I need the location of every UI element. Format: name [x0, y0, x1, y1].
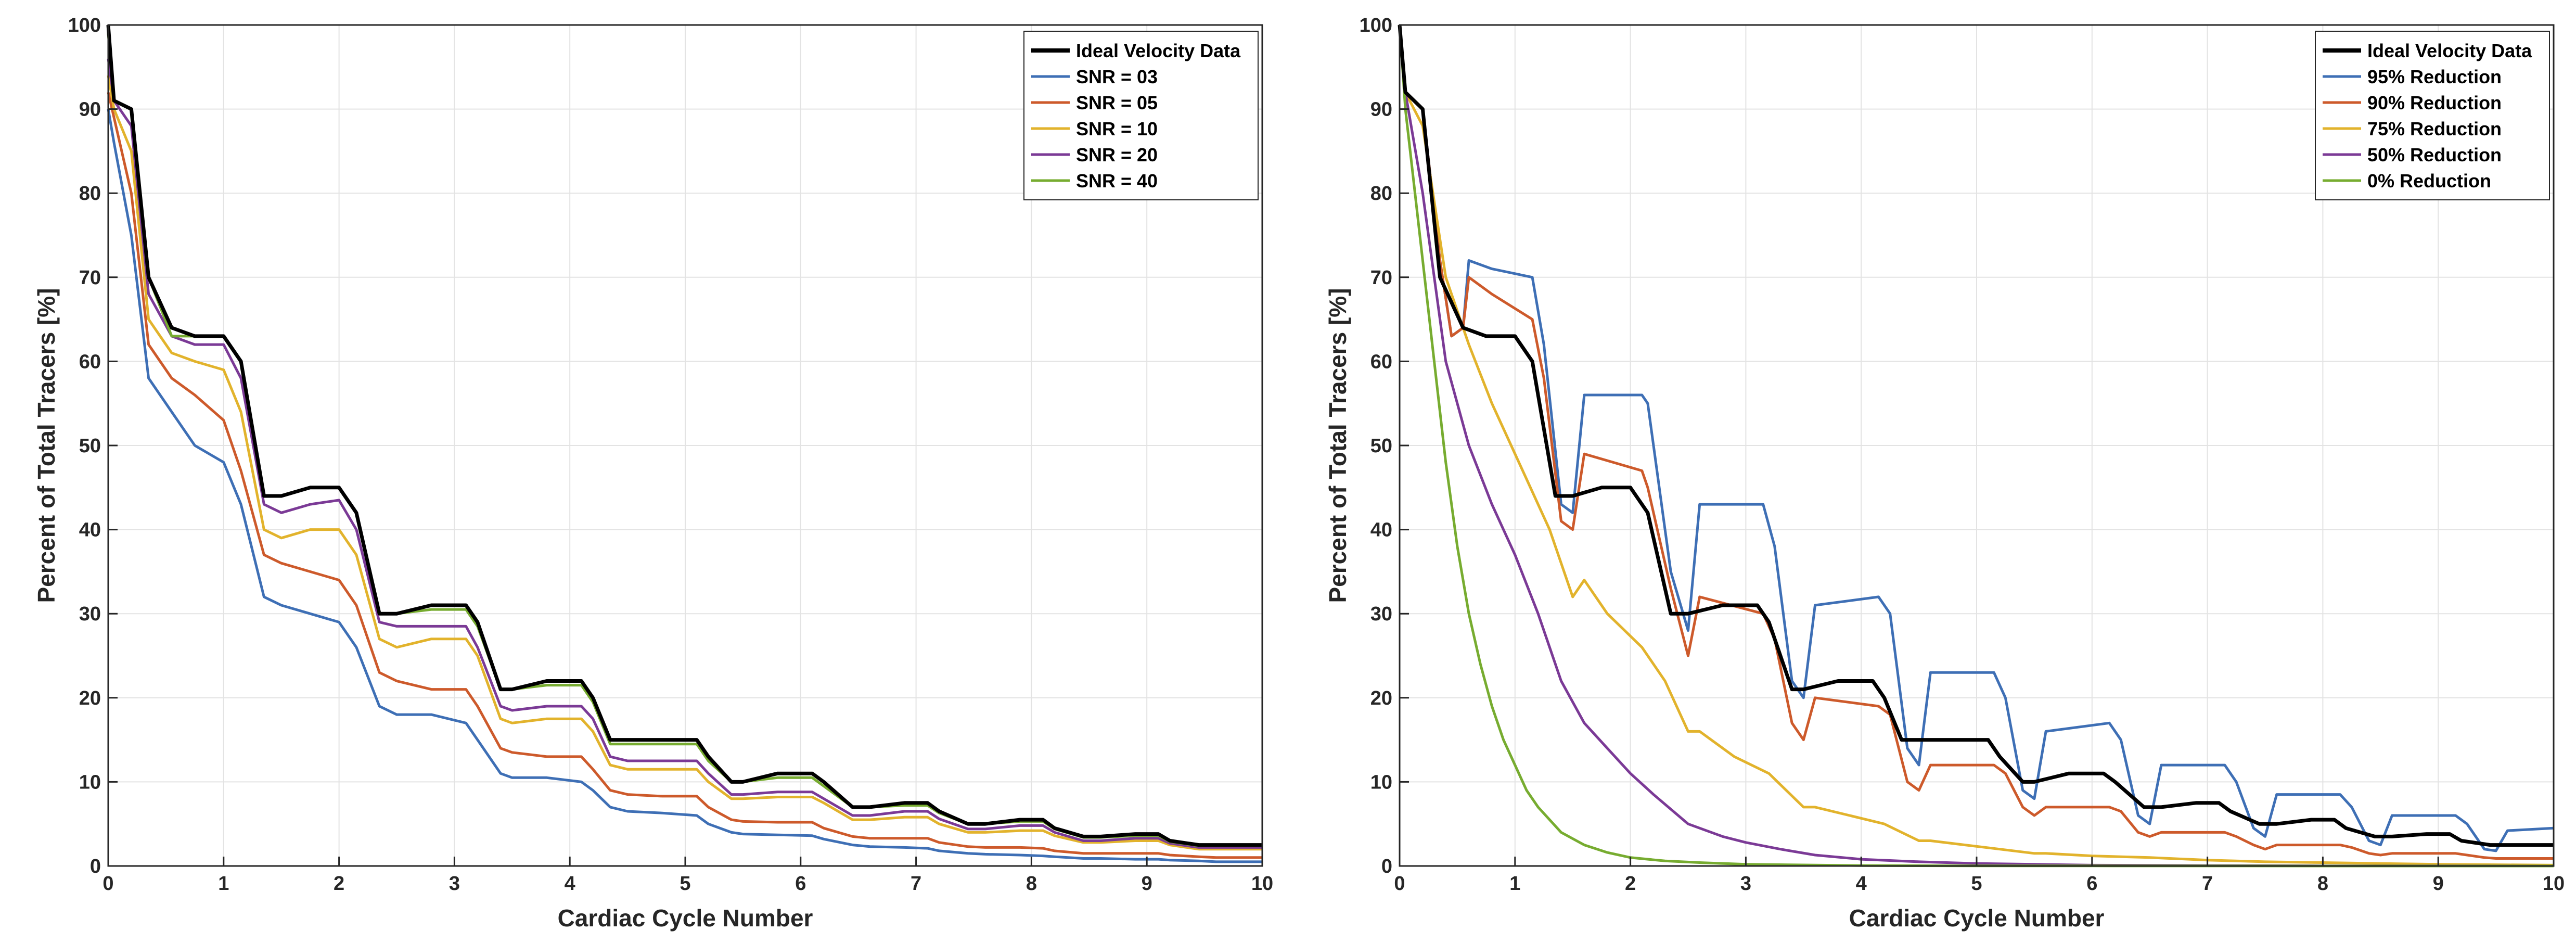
- left-legend: Ideal Velocity Data SNR = 03 SNR = 05 SNR =…: [1023, 31, 1259, 200]
- left-series: [106, 24, 1262, 863]
- left-series-snr-03: [107, 109, 1262, 863]
- left-xtick-label: 5: [680, 873, 690, 895]
- left-ytick-label: 100: [68, 15, 101, 36]
- right-xtick-label: 10: [2543, 873, 2565, 895]
- left-legend-label: SNR = 40: [1076, 170, 1158, 192]
- left-xtick-label: 4: [565, 873, 575, 895]
- left-legend-label: SNR = 20: [1076, 144, 1158, 165]
- right-series-75-reduction: [1398, 24, 2554, 866]
- right-series-90-reduction: [1398, 24, 2554, 860]
- right-x-axis-label: Cardiac Cycle Number: [1849, 904, 2105, 932]
- right-ytick-label: 80: [1370, 183, 1392, 205]
- right-xtick-label: 7: [2202, 873, 2213, 895]
- left-xtick-label: 6: [795, 873, 806, 895]
- right-legend-label: 95% Reduction: [2367, 66, 2502, 87]
- right-legend-label: Ideal Velocity Data: [2367, 40, 2532, 61]
- right-legend-box: [2315, 31, 2550, 200]
- left-x-axis-label: Cardiac Cycle Number: [558, 904, 813, 932]
- left-xtick-label: 1: [218, 873, 229, 895]
- left-series-ideal-velocity-data: [106, 24, 1262, 847]
- right-ytick-label: 30: [1370, 603, 1392, 625]
- left-xtick-label: 9: [1142, 873, 1152, 895]
- left-series-snr-10: [107, 75, 1262, 851]
- right-xtick-label: 6: [2086, 873, 2097, 895]
- right-series-ideal-velocity-data: [1398, 24, 2554, 847]
- right-xtick-label: 8: [2317, 873, 2328, 895]
- right-ytick-label: 0: [1381, 856, 1392, 877]
- left-xtick-label: 10: [1251, 873, 1273, 895]
- right-legend: Ideal Velocity Data 95% Reduction 90% Redu…: [2315, 31, 2550, 200]
- right-legend-label: 0% Reduction: [2367, 170, 2491, 192]
- right-xtick-label: 1: [1509, 873, 1520, 895]
- right-ytick-label: 100: [1360, 15, 1392, 36]
- left-ytick-label: 60: [79, 351, 101, 373]
- right-xtick-label: 5: [1971, 873, 1982, 895]
- left-ytick-label: 40: [79, 519, 101, 541]
- left-ytick-label: 20: [79, 687, 101, 709]
- right-legend-label: 75% Reduction: [2367, 118, 2502, 139]
- right-xtick-label: 2: [1625, 873, 1636, 895]
- right-ytick-label: 90: [1370, 99, 1392, 121]
- right-xtick-label: 0: [1394, 873, 1405, 895]
- left-xtick-label: 2: [334, 873, 344, 895]
- left-legend-box: [1023, 31, 1259, 200]
- left-ytick-label: 80: [79, 183, 101, 205]
- left-grid: [108, 25, 1262, 866]
- right-ytick-label: 10: [1370, 771, 1392, 793]
- right-grid: [1400, 25, 2554, 866]
- right-legend-label: 50% Reduction: [2367, 144, 2502, 165]
- left-series-snr-20: [107, 58, 1262, 849]
- right-y-axis-label: Percent of Total Tracers [%]: [1324, 288, 1351, 603]
- left-legend-label: SNR = 05: [1076, 92, 1158, 113]
- right-ytick-label: 20: [1370, 687, 1392, 709]
- left-xtick-label: 0: [102, 873, 113, 895]
- right-series: [1398, 24, 2554, 868]
- right-series-95-reduction: [1398, 24, 2554, 852]
- right-xtick-label: 9: [2433, 873, 2444, 895]
- right-ytick-label: 60: [1370, 351, 1392, 373]
- left-series-snr-05: [107, 92, 1262, 859]
- left-legend-label: SNR = 10: [1076, 118, 1158, 139]
- left-ytick-label: 50: [79, 435, 101, 457]
- left-ytick-label: 70: [79, 267, 101, 289]
- right-ytick-label: 70: [1370, 267, 1392, 289]
- left-legend-label: SNR = 03: [1076, 66, 1158, 87]
- left-xtick-label: 3: [449, 873, 460, 895]
- right-ytick-label: 40: [1370, 519, 1392, 541]
- left-ytick-label: 30: [79, 603, 101, 625]
- left-legend-label: Ideal Velocity Data: [1076, 40, 1241, 61]
- right-ytick-label: 50: [1370, 435, 1392, 457]
- left-xtick-label: 7: [911, 873, 921, 895]
- right-xtick-label: 4: [1856, 873, 1867, 895]
- left-ytick-label: 10: [79, 771, 101, 793]
- right-xtick-label: 3: [1740, 873, 1751, 895]
- left-ytick-label: 0: [90, 856, 101, 877]
- left-xtick-label: 8: [1026, 873, 1037, 895]
- right-legend-label: 90% Reduction: [2367, 92, 2502, 113]
- left-y-axis-label: Percent of Total Tracers [%]: [33, 288, 60, 603]
- left-ytick-label: 90: [79, 99, 101, 121]
